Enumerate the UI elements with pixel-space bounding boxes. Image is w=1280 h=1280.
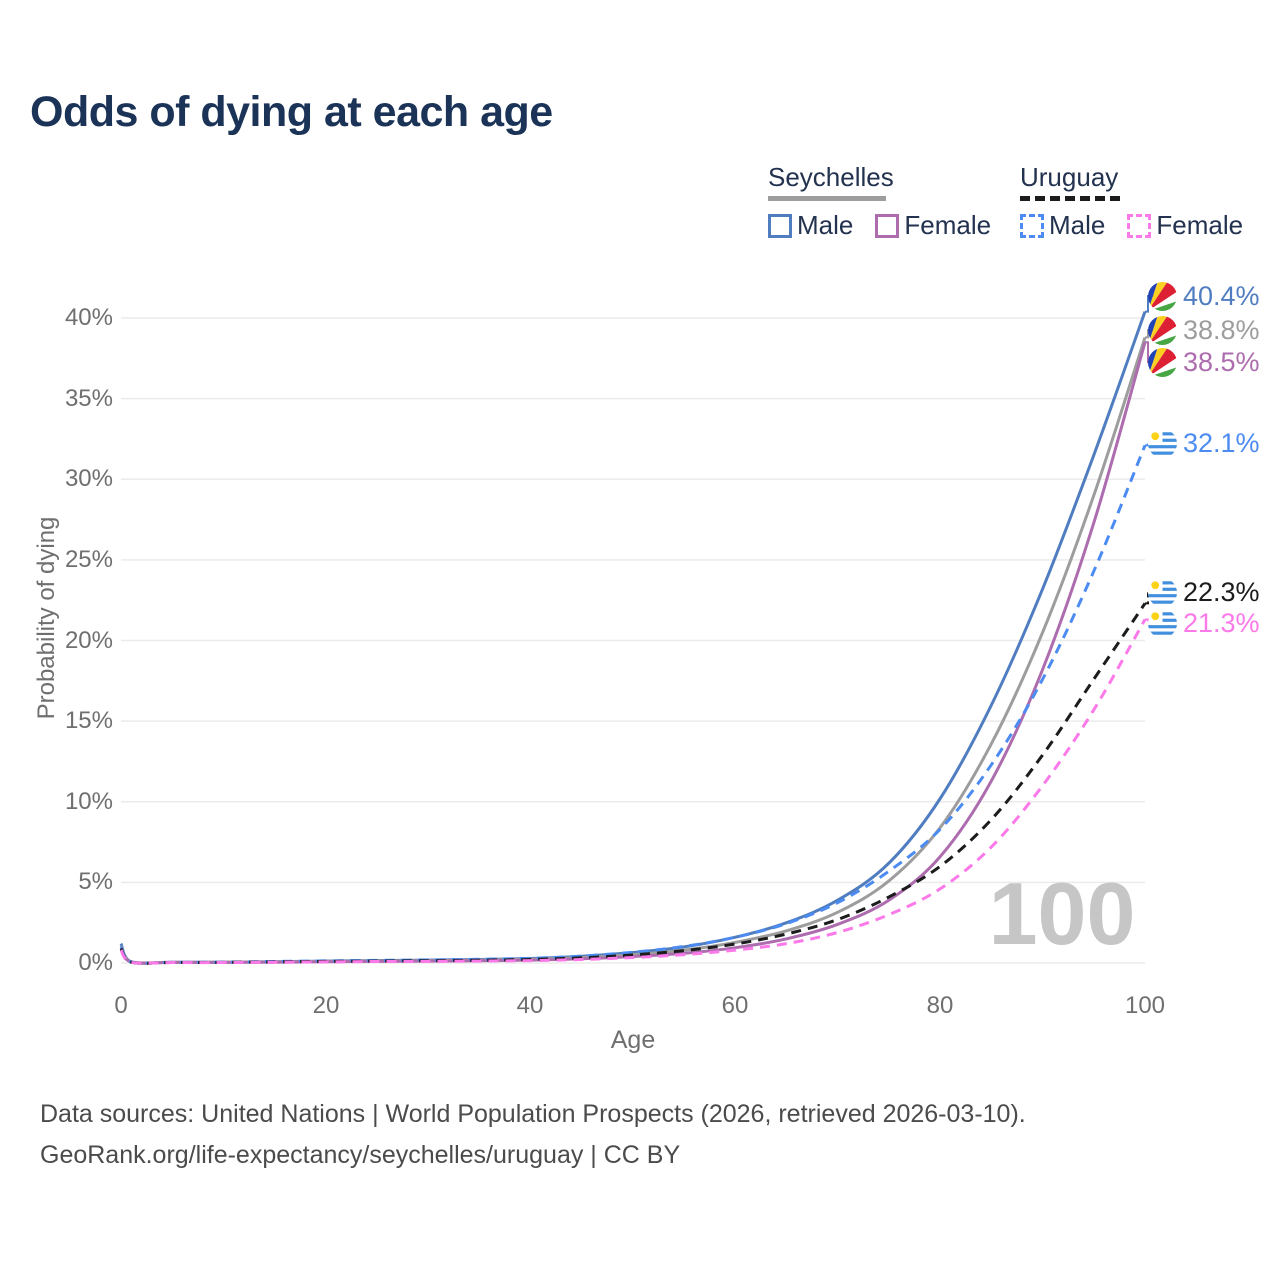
- uruguay-flag-icon: [1148, 608, 1177, 638]
- x-tick-40: 40: [516, 992, 544, 1019]
- end-label-uruguay-female: 21.3%: [1148, 607, 1260, 639]
- end-label-seychelles-both: 38.8%: [1148, 314, 1260, 346]
- legend-item-seychelles-female[interactable]: Female: [875, 210, 991, 241]
- x-tick-80: 80: [926, 992, 954, 1019]
- end-label-uruguay-male: 32.1%: [1148, 427, 1260, 459]
- seychelles-flag-icon: [1148, 347, 1177, 377]
- legend-country-uruguay-label: Uruguay: [1020, 162, 1119, 192]
- y-tick-30: 30%: [64, 465, 113, 492]
- y-tick-40: 40%: [64, 304, 113, 331]
- legend-checkbox-uruguay-male[interactable]: [1020, 213, 1044, 238]
- y-tick-25: 25%: [64, 546, 113, 573]
- y-tick-20: 20%: [64, 627, 113, 654]
- legend-line-swatch-uruguay-both: [1020, 196, 1120, 201]
- y-tick-5: 5%: [78, 868, 113, 895]
- legend-checkbox-seychelles-female[interactable]: [875, 213, 900, 238]
- x-tick-60: 60: [721, 992, 749, 1019]
- end-value-uruguay-both: 22.3%: [1183, 576, 1260, 607]
- source-url-line[interactable]: GeoRank.org/life-expectancy/seychelles/u…: [40, 1141, 681, 1169]
- legend-label-seychelles-female: Female: [904, 210, 992, 240]
- legend-checkbox-uruguay-female[interactable]: [1127, 213, 1152, 238]
- series-curves: [119, 311, 1147, 965]
- y-tick-0: 0%: [78, 949, 113, 976]
- gridlines: [121, 317, 1145, 964]
- legend-label-uruguay-male: Male: [1049, 210, 1106, 240]
- legend-label-uruguay-female: Female: [1156, 210, 1244, 240]
- seychelles-flag-icon: [1148, 281, 1177, 311]
- data-sources-line: Data sources: United Nations | World Pop…: [40, 1100, 1026, 1128]
- legend-country-seychelles-label: Seychelles: [768, 162, 894, 192]
- legend-country-uruguay[interactable]: Uruguay: [1020, 162, 1243, 201]
- source-attribution: Data sources: United Nations | World Pop…: [40, 1094, 1026, 1176]
- end-value-uruguay-female: 21.3%: [1183, 607, 1260, 638]
- uruguay-flag-icon: [1148, 577, 1177, 607]
- legend-item-uruguay-male[interactable]: Male: [1020, 210, 1105, 241]
- legend-item-uruguay-female[interactable]: Female: [1127, 210, 1243, 241]
- x-tick-100: 100: [1124, 992, 1166, 1019]
- seychelles-flag-icon: [1148, 315, 1177, 345]
- legend-checkbox-seychelles-male[interactable]: [768, 213, 792, 238]
- legend-country-seychelles[interactable]: Seychelles: [768, 162, 991, 201]
- legend-group-seychelles: Seychelles Male Female: [768, 162, 991, 241]
- end-value-uruguay-male: 32.1%: [1183, 427, 1260, 458]
- hover-age-watermark: 100: [989, 864, 1136, 963]
- chart-title: Odds of dying at each age: [30, 88, 553, 136]
- y-tick-15: 15%: [64, 707, 113, 734]
- end-value-seychelles-female: 38.5%: [1183, 346, 1260, 377]
- legend-group-uruguay: Uruguay Male Female: [1020, 162, 1243, 241]
- legend-label-seychelles-male: Male: [797, 210, 854, 240]
- end-label-seychelles-male: 40.4%: [1148, 280, 1260, 312]
- legend-item-seychelles-male[interactable]: Male: [768, 210, 853, 241]
- y-tick-10: 10%: [64, 788, 113, 815]
- x-axis-title: Age: [610, 1026, 656, 1054]
- legend-line-swatch-seychelles-both: [768, 196, 886, 201]
- uruguay-flag-icon: [1148, 428, 1177, 458]
- x-tick-20: 20: [312, 992, 340, 1019]
- end-value-seychelles-both: 38.8%: [1183, 314, 1260, 345]
- end-label-seychelles-female: 38.5%: [1148, 346, 1260, 378]
- end-value-seychelles-male: 40.4%: [1183, 280, 1260, 311]
- x-tick-0: 0: [114, 992, 128, 1019]
- curve-uruguay-female: [119, 618, 1147, 965]
- y-tick-35: 35%: [64, 385, 113, 412]
- end-label-uruguay-both: 22.3%: [1148, 576, 1260, 608]
